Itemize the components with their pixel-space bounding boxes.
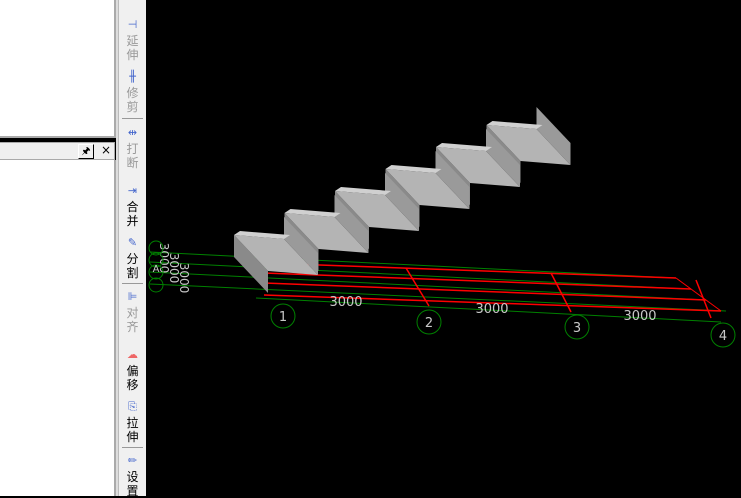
axis-label: 2 <box>425 316 433 331</box>
axis-label: 4 <box>719 329 727 344</box>
grid-line <box>149 271 707 301</box>
extend-icon: ⊣ <box>127 18 138 31</box>
stair-tread <box>284 213 369 253</box>
axis-bubble <box>710 322 736 348</box>
axis-label: 1 <box>279 310 287 325</box>
stair-tread <box>486 125 571 165</box>
side-axis-label: A <box>153 264 160 275</box>
beam-line <box>405 267 430 307</box>
stair-tread <box>385 169 470 209</box>
side-dimension-label: 3000 <box>167 253 181 284</box>
settings-button[interactable]: ✏ 设置 <box>119 454 146 498</box>
split-button[interactable]: ✎ 分割 <box>119 236 146 280</box>
dimension-label: 3000 <box>329 295 362 310</box>
trim-icon: ╫ <box>129 70 136 83</box>
side-dimension-label: 3000 <box>177 263 191 294</box>
break-button[interactable]: ⇹ 打断 <box>119 126 146 170</box>
grid-lines <box>149 251 727 323</box>
offset-icon: ☁ <box>127 348 138 361</box>
dimension-label: 3000 <box>623 309 656 324</box>
stair-riser <box>234 235 268 293</box>
beam-line <box>675 277 722 312</box>
stair-riser-face <box>536 107 571 165</box>
side-axis-bubble <box>148 264 164 280</box>
panel-content <box>0 160 116 496</box>
extend-button[interactable]: ⊣ 延伸 <box>119 18 146 62</box>
split-icon: ✎ <box>127 236 138 249</box>
axis-bubble <box>270 303 296 329</box>
grid-line <box>255 297 722 323</box>
close-icon[interactable]: × <box>100 143 111 157</box>
stair-model <box>234 107 571 293</box>
stair-riser-face <box>486 129 520 187</box>
axis-bubble <box>564 314 590 340</box>
merge-button[interactable]: ⇥ 合并 <box>119 184 146 228</box>
stair-riser-face <box>385 173 419 231</box>
settings-icon: ✏ <box>127 454 138 467</box>
dimension-label: 3000 <box>475 302 508 317</box>
break-icon: ⇹ <box>127 126 138 139</box>
axis-bubble <box>416 309 442 335</box>
stair-edge <box>234 231 290 239</box>
stair-tread <box>234 235 318 275</box>
trim-button[interactable]: ╫ 修剪 <box>119 70 146 114</box>
stair-edge <box>436 143 492 151</box>
beam-line <box>550 272 572 313</box>
edit-toolbar: ⊣ 延伸 ╫ 修剪 ⇹ 打断 ⇥ 合并 ✎ 分割 ⊫ 对齐 ☁ 偏移 ⎘ 拉伸 ✏ 设置 <box>118 0 146 498</box>
stair-riser-face <box>435 151 470 209</box>
offset-button[interactable]: ☁ 偏移 <box>119 348 146 392</box>
grid-line <box>149 251 677 279</box>
stretch-button[interactable]: ⎘ 拉伸 <box>119 400 146 444</box>
stair-edge <box>385 165 442 173</box>
align-button[interactable]: ⊫ 对齐 <box>119 290 146 334</box>
side-axis-bubble <box>148 240 164 256</box>
grid-line <box>149 261 687 290</box>
merge-icon: ⇥ <box>127 184 138 197</box>
beam-line <box>263 272 692 290</box>
stair-riser-face <box>284 217 318 275</box>
pin-icon[interactable]: 🖈 <box>78 144 94 159</box>
stair-edge <box>284 209 341 217</box>
stair-riser-face <box>334 195 369 253</box>
property-panel <box>0 0 116 138</box>
side-axis-bubble <box>148 277 164 293</box>
stair-tread <box>335 191 419 231</box>
beam-line <box>695 279 712 319</box>
stair-edge <box>335 187 391 195</box>
align-icon: ⊫ <box>127 290 138 303</box>
axis-label: 3 <box>573 321 581 336</box>
side-axis-bubble <box>148 252 164 268</box>
stretch-icon: ⎘ <box>128 400 137 413</box>
stair-tread <box>436 147 520 187</box>
beam-line <box>263 262 677 279</box>
beam-line <box>263 282 707 301</box>
grid-line <box>149 283 727 312</box>
beam-line <box>263 294 722 312</box>
stair-edge <box>486 121 543 129</box>
panel-header: 🖈 × <box>0 142 115 160</box>
